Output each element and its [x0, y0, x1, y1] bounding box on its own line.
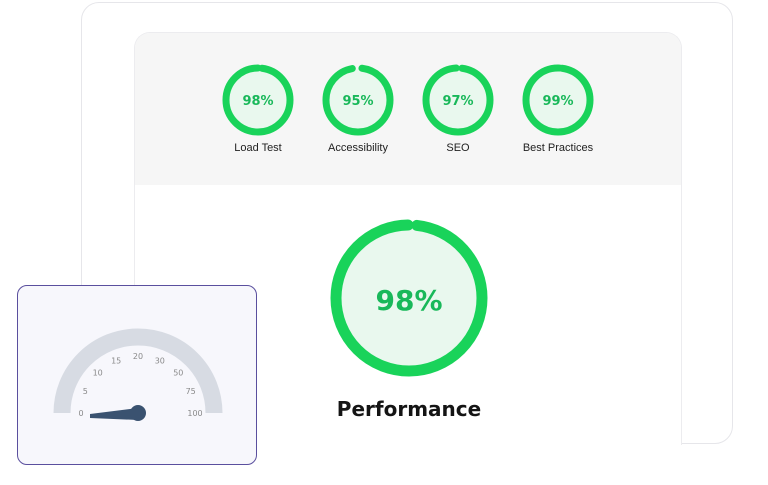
score-seo: 97% SEO [408, 64, 508, 154]
score-load-test: 98% Load Test [208, 64, 308, 154]
score-label: SEO [408, 142, 508, 154]
score-value: 98% [242, 94, 273, 109]
gauge-tick-label: 100 [187, 409, 202, 418]
gauge-card: 0 5 10 15 20 30 50 75 100 [17, 285, 257, 465]
gauge-tick-label: 10 [93, 369, 103, 378]
score-value: 99% [542, 94, 573, 109]
score-best-practices: 99% Best Practices [508, 64, 608, 154]
score-ring: 95% [322, 64, 394, 136]
score-ring: 98% [222, 64, 294, 136]
score-label: Best Practices [508, 142, 608, 154]
performance-label: Performance [309, 397, 509, 421]
gauge-tick-label: 75 [186, 387, 196, 396]
performance-ring: 98% [330, 219, 488, 377]
gauge-tick-label: 20 [133, 352, 143, 361]
gauge-tick-label: 50 [173, 369, 183, 378]
score-value: 95% [342, 94, 373, 109]
score-ring: 99% [522, 64, 594, 136]
gauge-tick-label: 0 [78, 409, 83, 418]
score-value: 97% [442, 94, 473, 109]
score-ring: 97% [422, 64, 494, 136]
scores-band: 98% Load Test 95% Accessibility 97% SEO [135, 33, 681, 185]
gauge-track [62, 337, 214, 413]
gauge-tick-label: 30 [155, 356, 165, 365]
score-accessibility: 95% Accessibility [308, 64, 408, 154]
performance-value: 98% [375, 284, 442, 317]
gauge-tick-label: 15 [111, 356, 121, 365]
gauge-tick-label: 5 [83, 387, 88, 396]
score-label: Accessibility [308, 142, 408, 154]
gauge-needle [90, 405, 146, 421]
score-label: Load Test [208, 142, 308, 154]
